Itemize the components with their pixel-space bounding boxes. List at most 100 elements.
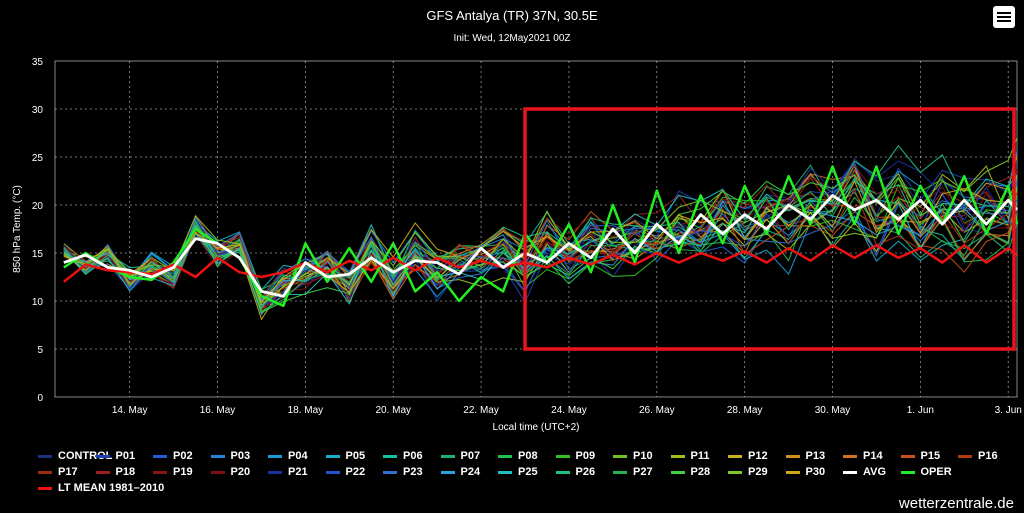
legend-item[interactable]: P03 [210, 450, 251, 466]
legend-item[interactable]: P11 [670, 450, 710, 466]
y-tick-label: 20 [32, 201, 44, 212]
legend-swatch [843, 470, 857, 474]
legend-label: P04 [288, 450, 308, 463]
series-line-p22 [63, 162, 1018, 307]
legend-swatch [383, 454, 397, 458]
legend-label: CONTROL [58, 450, 113, 463]
legend-item[interactable]: P15 [900, 450, 941, 466]
y-tick-label: 35 [32, 57, 44, 68]
legend-item[interactable]: P17 [38, 466, 78, 482]
y-tick-label: 10 [32, 297, 44, 308]
legend-label: P20 [230, 466, 251, 479]
x-tick-label: 22. May [463, 405, 499, 416]
legend-label: P10 [633, 450, 653, 463]
y-tick-label: 25 [32, 153, 44, 164]
legend-label: P05 [345, 450, 366, 463]
legend-swatch [440, 454, 455, 458]
legend-swatch [613, 470, 627, 474]
legend-item[interactable]: P27 [613, 466, 653, 482]
legend-swatch [210, 454, 225, 458]
chart-title: GFS Antalya (TR) 37N, 30.5E [426, 8, 598, 23]
legend-label: P06 [403, 450, 423, 463]
legend-item[interactable]: P08 [498, 450, 538, 466]
legend-label: P28 [690, 466, 711, 479]
legend-swatch [95, 470, 110, 474]
legend-swatch [325, 470, 340, 474]
legend-label: P17 [58, 466, 78, 479]
legend-item[interactable]: CONTROL [38, 450, 112, 466]
legend-label: P03 [230, 450, 251, 463]
legend-swatch [785, 470, 800, 474]
legend-swatch [38, 486, 52, 490]
legend-item[interactable]: P19 [153, 466, 193, 482]
legend-label: P11 [690, 450, 710, 463]
legend-item[interactable]: P16 [958, 450, 998, 466]
legend-item[interactable]: P02 [153, 450, 193, 466]
legend-swatch [38, 454, 52, 458]
x-tick-label: 18. May [288, 405, 324, 416]
legend-label: P22 [345, 466, 366, 479]
legend-item[interactable]: P28 [670, 466, 711, 482]
x-tick-label: 20. May [375, 405, 411, 416]
legend-item[interactable]: P10 [613, 450, 653, 466]
legend-item[interactable]: P18 [95, 466, 135, 482]
legend-label: P14 [863, 450, 883, 463]
x-axis-label: Local time (UTC+2) [493, 422, 580, 433]
legend-label: P26 [575, 466, 596, 479]
legend-item[interactable]: P21 [268, 466, 308, 482]
legend-item[interactable]: P29 [728, 466, 768, 482]
legend-label: P16 [978, 450, 998, 463]
legend-swatch [440, 470, 455, 474]
legend-label: P24 [460, 466, 481, 479]
legend-item[interactable]: P04 [268, 450, 308, 466]
legend-label: P02 [173, 450, 193, 463]
legend-label: P23 [403, 466, 423, 479]
chart-subtitle: Init: Wed, 12May2021 00Z [453, 33, 570, 44]
ensemble-lines [63, 137, 1018, 321]
legend-item[interactable]: P25 [498, 466, 538, 482]
legend-item[interactable]: P22 [325, 466, 366, 482]
legend-item[interactable]: P20 [210, 466, 251, 482]
legend-item[interactable]: LT MEAN 1981–2010 [38, 482, 164, 498]
series-line-p28 [63, 173, 1018, 314]
hamburger-menu-icon[interactable] [993, 6, 1015, 28]
legend-label: OPER [920, 466, 952, 479]
legend-label: P19 [173, 466, 193, 479]
legend-swatch [210, 470, 225, 474]
x-tick-label: 24. May [551, 405, 587, 416]
legend-swatch [498, 454, 512, 458]
legend-item[interactable]: P12 [728, 450, 768, 466]
legend-item[interactable]: P23 [383, 466, 423, 482]
y-tick-label: 0 [37, 393, 43, 404]
series-line-p29 [63, 137, 1018, 307]
legend-label: P21 [288, 466, 308, 479]
legend-item[interactable]: OPER [900, 466, 952, 482]
chart-area: 0 5 10 15 20 25 30 35 14. May 16. May 18. May 20. M… [12, 8, 1022, 433]
legend-swatch [38, 470, 52, 474]
legend-item[interactable]: P07 [440, 450, 481, 466]
legend-item[interactable]: P24 [440, 466, 481, 482]
legend-label: P15 [920, 450, 941, 463]
legend-item[interactable]: AVG [843, 466, 886, 482]
series-line-avg [63, 193, 1019, 298]
legend-item[interactable]: P14 [843, 450, 883, 466]
x-tick-label: 1. Jun [907, 405, 934, 416]
legend-item[interactable]: P13 [785, 450, 825, 466]
plot-frame [54, 60, 1018, 398]
legend-item[interactable]: P26 [555, 466, 596, 482]
legend-item[interactable]: P06 [383, 450, 423, 466]
legend-item[interactable]: P30 [785, 466, 825, 482]
series-line-lt-mean [63, 244, 1018, 283]
legend-item[interactable]: P01 [95, 450, 136, 466]
x-tick-label: 3. Jun [995, 405, 1022, 416]
legend-label: AVG [863, 466, 887, 479]
legend-item[interactable]: P09 [555, 450, 596, 466]
legend-label: P09 [575, 450, 596, 463]
series-line-p17 [63, 161, 1018, 299]
x-tick-label: 28. May [727, 405, 763, 416]
legend-label: P07 [460, 450, 481, 463]
legend-swatch [268, 454, 282, 458]
legend-label: P01 [115, 450, 136, 463]
legend-swatch [958, 454, 972, 458]
legend-item[interactable]: P05 [325, 450, 366, 466]
